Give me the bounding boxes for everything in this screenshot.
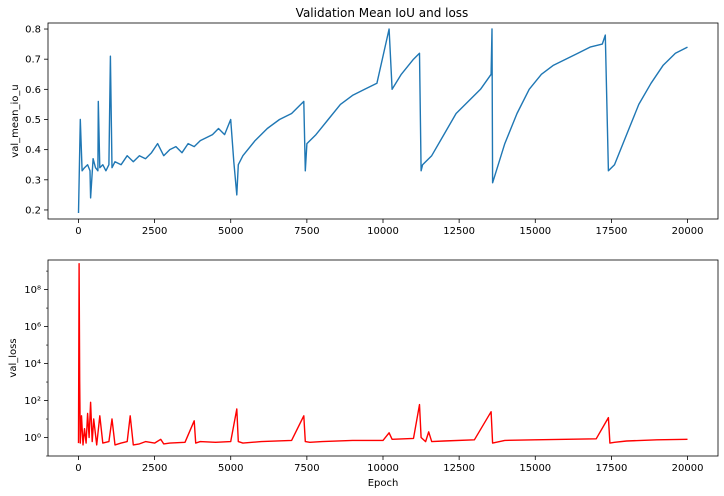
- chart-bottom-xtick-label: 12500: [443, 463, 475, 474]
- chart-top-xtick-label: 17500: [596, 226, 628, 237]
- chart-top-xtick-label: 5000: [218, 226, 243, 237]
- chart-top-ytick-label: 0.5: [25, 115, 41, 126]
- chart-bottom-xtick-label: 2500: [142, 463, 167, 474]
- chart-top: Validation Mean IoU and loss 0 2500 5000 75…: [10, 6, 719, 237]
- chart-bottom-xtick-label: 20000: [672, 463, 704, 474]
- chart-top-series-line: [77, 28, 688, 214]
- chart-bottom-ytick-label: 10²: [24, 396, 41, 407]
- chart-top-ytick-label: 0.6: [25, 85, 41, 96]
- chart-top-title: Validation Mean IoU and loss: [296, 6, 469, 20]
- chart-top-ytick-label: 0.8: [25, 25, 41, 36]
- chart-top-ytick-label: 0.7: [25, 55, 41, 66]
- chart-top-ylabel: val_mean_io_u: [10, 84, 21, 157]
- chart-bottom-ylabel: val_loss: [8, 338, 19, 377]
- chart-top-xtick-label: 12500: [443, 226, 475, 237]
- chart-top-xtick-label: 10000: [367, 226, 399, 237]
- chart-bottom-xtick-label: 0: [75, 463, 81, 474]
- chart-bottom-ytick-label: 10⁴: [24, 359, 41, 370]
- chart-top-xtick-label: 2500: [142, 226, 167, 237]
- chart-bottom-xlabel: Epoch: [368, 478, 399, 489]
- chart-top-ytick-label: 0.2: [25, 205, 41, 216]
- chart-bottom-xtick-label: 5000: [218, 463, 243, 474]
- chart-top-ytick-label: 0.4: [25, 145, 41, 156]
- chart-bottom-frame: [47, 259, 719, 457]
- chart-top-xtick-label: 0: [75, 226, 81, 237]
- chart-bottom-xtick-label: 15000: [519, 463, 551, 474]
- chart-bottom-series-line: [77, 263, 688, 446]
- chart-bottom-ytick-label: 10⁶: [24, 322, 41, 333]
- chart-top-xtick-label: 15000: [519, 226, 551, 237]
- chart-bottom-ytick-label: 10⁸: [24, 285, 41, 296]
- chart-top-xtick-label: 20000: [672, 226, 704, 237]
- chart-bottom-ytick-label: 10⁰: [24, 433, 41, 444]
- chart-bottom-xtick-label: 10000: [367, 463, 399, 474]
- chart-top-xtick-label: 7500: [294, 226, 319, 237]
- chart-bottom-xtick-label: 7500: [294, 463, 319, 474]
- chart-bottom-xtick-label: 17500: [596, 463, 628, 474]
- chart-bottom: 0 2500 5000 7500 10000 12500 15000 17500 20000 10…: [8, 259, 719, 489]
- chart-top-ytick-label: 0.3: [25, 175, 41, 186]
- chart-top-frame: [47, 22, 719, 220]
